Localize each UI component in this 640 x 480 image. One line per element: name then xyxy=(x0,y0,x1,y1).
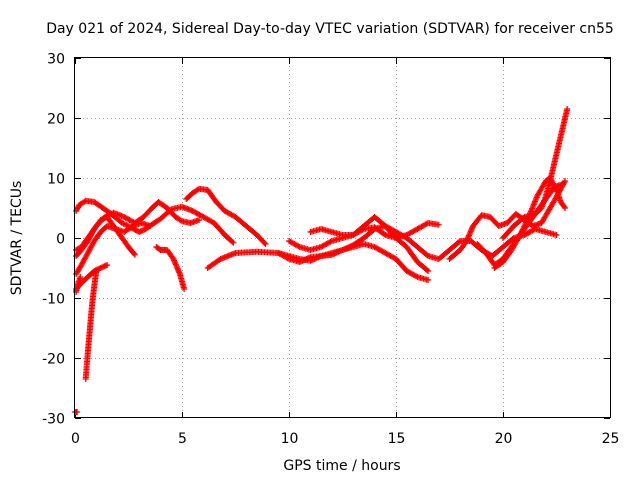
series-track-10 xyxy=(183,185,269,247)
data-point xyxy=(425,268,432,274)
data-point xyxy=(327,238,334,245)
x-tick-label: 25 xyxy=(602,431,620,447)
data-point xyxy=(359,226,366,233)
series-track-9 xyxy=(153,244,188,292)
data-point xyxy=(522,220,529,227)
data-point xyxy=(517,230,524,237)
data-point xyxy=(562,205,569,211)
series-track-4 xyxy=(73,220,153,277)
axis-ticks xyxy=(75,58,611,419)
data-point xyxy=(559,181,566,187)
data-point xyxy=(523,219,530,226)
x-axis-title: GPS time / hours xyxy=(283,458,400,474)
series-track-6 xyxy=(82,268,100,382)
series-track-14 xyxy=(307,220,442,241)
data-point xyxy=(456,239,463,245)
data-point xyxy=(520,225,527,232)
data-point xyxy=(131,250,138,257)
x-tick-label: 10 xyxy=(281,431,299,447)
data-points xyxy=(72,106,571,415)
data-point xyxy=(423,267,430,273)
data-point xyxy=(561,203,568,210)
series-track-8 xyxy=(73,274,84,295)
data-point xyxy=(521,222,528,229)
data-point xyxy=(128,223,135,230)
y-axis-title: SDTVAR / TECUs xyxy=(9,181,25,296)
data-point xyxy=(413,273,420,280)
data-point xyxy=(519,227,526,234)
data-point xyxy=(564,106,571,112)
x-tick-label: 5 xyxy=(178,431,187,447)
series-track-17 xyxy=(491,175,569,271)
data-point xyxy=(77,274,84,280)
data-point xyxy=(146,223,153,229)
data-point xyxy=(230,239,237,246)
data-point xyxy=(74,409,81,415)
data-point xyxy=(553,232,560,238)
plot-frame xyxy=(74,57,611,418)
y-tick-label: 20 xyxy=(47,112,65,128)
data-point xyxy=(229,238,236,245)
y-tick-label: -10 xyxy=(42,292,65,308)
x-tick-label: 20 xyxy=(495,431,513,447)
series-track-7 xyxy=(72,409,81,415)
data-point xyxy=(196,217,203,223)
series-track-13 xyxy=(275,241,432,283)
data-point xyxy=(435,221,442,228)
data-point xyxy=(425,277,432,283)
data-point xyxy=(381,231,388,238)
x-tick-label: 0 xyxy=(71,431,80,447)
chart-title: Day 021 of 2024, Sidereal Day-to-day VTE… xyxy=(46,21,614,37)
data-point xyxy=(295,243,302,250)
series-track-18 xyxy=(500,106,571,241)
y-tick-label: 10 xyxy=(47,172,65,188)
y-tick-label: 0 xyxy=(56,232,65,248)
x-tick-labels: 0 5 10 15 20 25 xyxy=(71,431,619,447)
x-tick-label: 15 xyxy=(388,431,406,447)
data-point xyxy=(552,185,559,192)
data-point xyxy=(104,262,111,268)
data-point xyxy=(177,217,184,224)
data-point xyxy=(93,268,100,274)
data-point xyxy=(519,226,526,233)
data-point xyxy=(261,239,268,246)
data-point xyxy=(518,229,525,236)
data-point xyxy=(181,286,188,292)
y-tick-labels: -30 -20 -10 0 10 20 30 xyxy=(42,52,65,428)
y-tick-label: -20 xyxy=(42,352,65,368)
data-point xyxy=(521,223,528,230)
data-point xyxy=(517,232,524,238)
data-point xyxy=(131,251,138,258)
y-tick-label: 30 xyxy=(47,52,65,68)
series-track-16 xyxy=(474,181,566,268)
y-tick-label: -30 xyxy=(42,412,65,428)
data-point xyxy=(523,218,530,225)
data-point xyxy=(262,241,269,247)
